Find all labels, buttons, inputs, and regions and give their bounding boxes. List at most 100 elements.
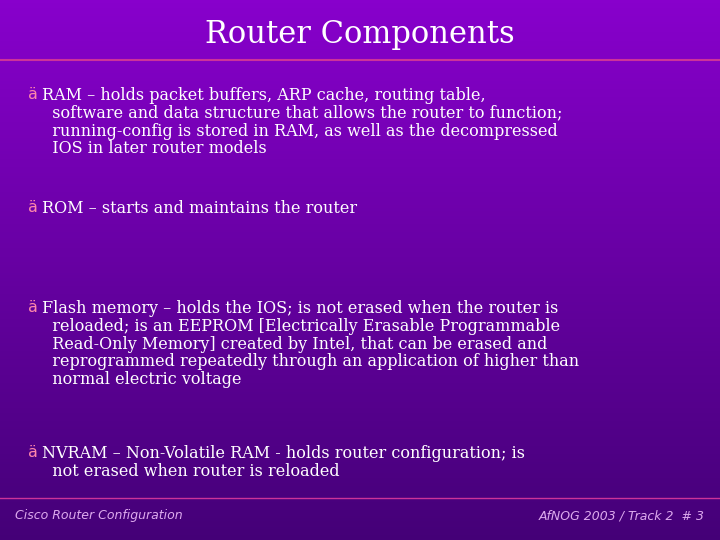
Text: ä: ä [28, 200, 38, 215]
Bar [0, 194, 720, 197]
Bar [0, 508, 720, 510]
Bar [0, 297, 720, 300]
Bar [0, 359, 720, 362]
Bar [0, 154, 720, 157]
Bar [0, 386, 720, 389]
Bar [0, 518, 720, 521]
Bar [0, 497, 720, 500]
Bar [0, 443, 720, 445]
Bar [0, 370, 720, 373]
Bar [0, 3, 720, 5]
Bar [0, 27, 720, 30]
Bar [0, 213, 720, 216]
Bar [0, 454, 720, 456]
Bar [0, 89, 720, 92]
Bar [0, 448, 720, 451]
Bar [0, 429, 720, 432]
Bar [0, 248, 720, 251]
Bar [0, 127, 720, 130]
Bar [0, 32, 720, 35]
Bar [0, 216, 720, 219]
Bar [0, 313, 720, 316]
Bar [0, 178, 720, 181]
Bar [0, 305, 720, 308]
Bar [0, 364, 720, 367]
Bar [0, 348, 720, 351]
Bar [0, 124, 720, 127]
Bar [0, 338, 720, 340]
Bar [0, 159, 720, 162]
Bar [0, 472, 720, 475]
Bar [0, 300, 720, 302]
Bar [0, 170, 720, 173]
Bar [0, 81, 720, 84]
Bar [0, 478, 720, 481]
Bar [0, 343, 720, 346]
Text: ä: ä [28, 300, 38, 315]
Bar [0, 351, 720, 354]
Bar [0, 105, 720, 108]
Bar [0, 111, 720, 113]
Bar [0, 451, 720, 454]
Bar [0, 489, 720, 491]
Bar [0, 259, 720, 262]
Bar [0, 446, 720, 448]
Bar [0, 200, 720, 202]
Text: RAM – holds packet buffers, ARP cache, routing table,: RAM – holds packet buffers, ARP cache, r… [42, 87, 485, 104]
Text: AfNOG 2003 / Track 2  # 3: AfNOG 2003 / Track 2 # 3 [539, 510, 705, 523]
Bar [0, 221, 720, 224]
Bar [0, 22, 720, 24]
Bar [0, 435, 720, 437]
Text: Flash memory – holds the IOS; is not erased when the router is: Flash memory – holds the IOS; is not era… [42, 300, 559, 317]
Bar [0, 332, 720, 335]
Bar [0, 108, 720, 111]
Bar [0, 208, 720, 211]
Bar [0, 230, 720, 232]
Bar [0, 329, 720, 332]
Bar [0, 375, 720, 378]
Bar [0, 316, 720, 319]
Bar [0, 354, 720, 356]
Bar [0, 192, 720, 194]
Text: ä: ä [28, 87, 38, 102]
Bar [0, 513, 720, 516]
Bar [0, 100, 720, 103]
Bar [0, 491, 720, 494]
Bar [0, 416, 720, 418]
Bar [0, 467, 720, 470]
Bar [0, 151, 720, 154]
Text: software and data structure that allows the router to function;: software and data structure that allows … [42, 105, 562, 122]
Bar [0, 462, 720, 464]
Bar [0, 432, 720, 435]
Bar [0, 267, 720, 270]
Bar [0, 367, 720, 370]
Bar [0, 138, 720, 140]
Bar [0, 19, 720, 22]
Bar [0, 483, 720, 486]
Bar [0, 378, 720, 381]
Bar [0, 54, 720, 57]
Bar [0, 356, 720, 359]
Bar [0, 40, 720, 43]
Bar [0, 500, 720, 502]
Bar [0, 62, 720, 65]
Bar [0, 532, 720, 535]
Bar [0, 202, 720, 205]
Bar [0, 321, 720, 324]
Text: normal electric voltage: normal electric voltage [42, 372, 241, 388]
Bar [0, 140, 720, 143]
Bar [0, 308, 720, 310]
Bar [0, 392, 720, 394]
Bar [0, 383, 720, 386]
Bar [0, 502, 720, 505]
Bar [0, 397, 720, 400]
Bar [0, 173, 720, 176]
Bar [0, 181, 720, 184]
Bar [0, 24, 720, 27]
Bar [0, 265, 720, 267]
Bar [0, 68, 720, 70]
Bar [0, 529, 720, 532]
Bar [0, 278, 720, 281]
Bar [0, 240, 720, 243]
Bar [0, 505, 720, 508]
